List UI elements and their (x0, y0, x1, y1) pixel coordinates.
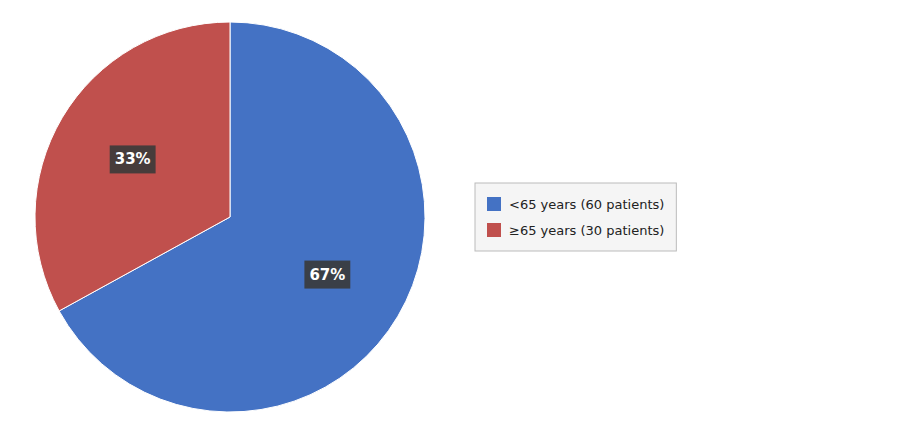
pie-slice (35, 22, 230, 311)
legend-frame (475, 183, 676, 251)
legend: <65 years (60 patients) ≥65 years (30 pat… (475, 183, 676, 251)
legend-item: <65 years (60 patients) (487, 197, 664, 212)
legend-label: <65 years (60 patients) (509, 197, 664, 212)
pie (35, 22, 425, 412)
data-labels: 67% 33% (110, 145, 351, 288)
chart: 67% 33% <65 years (60 patients) ≥65 years (… (0, 0, 900, 434)
legend-label: ≥65 years (30 patients) (509, 223, 664, 238)
legend-swatch (487, 197, 501, 211)
data-label-box (110, 145, 156, 173)
data-label: 33% (115, 150, 151, 168)
legend-swatch (487, 223, 501, 237)
data-label-box (304, 261, 350, 289)
legend-item: ≥65 years (30 patients) (487, 223, 664, 238)
data-label: 67% (309, 266, 345, 284)
data-label-group: 33% (110, 145, 156, 173)
data-label-group: 67% (304, 261, 350, 289)
